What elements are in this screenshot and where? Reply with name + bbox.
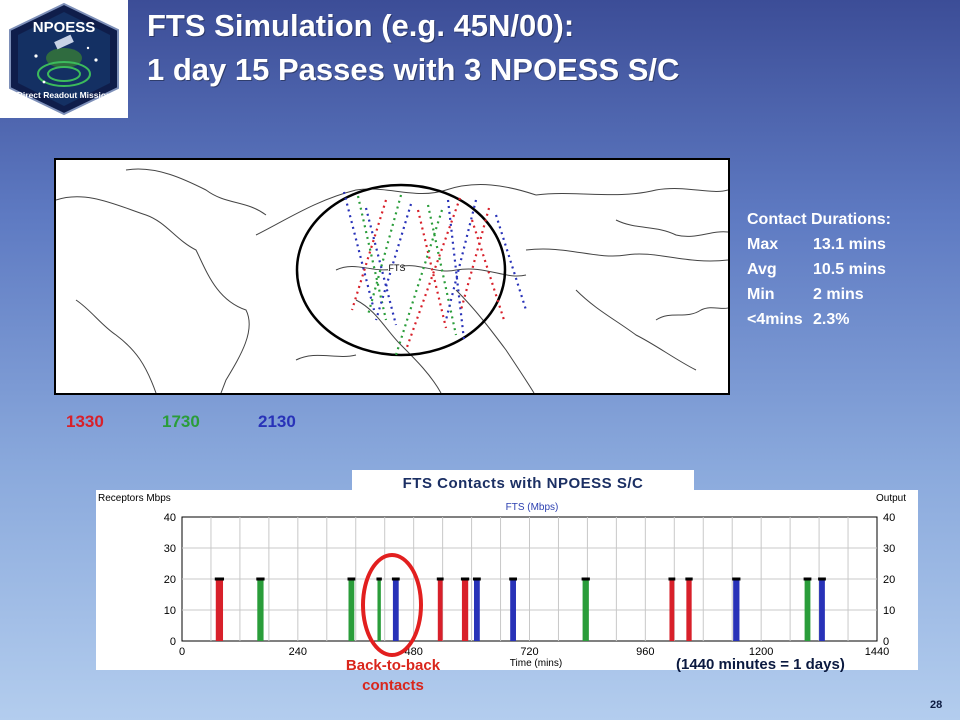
y-tick-label-right: 40 bbox=[883, 512, 895, 524]
chart-grid bbox=[181, 516, 878, 642]
contact-row-avg: Avg 10.5 mins bbox=[747, 257, 891, 282]
y-tick-label-right: 30 bbox=[883, 543, 895, 555]
contact-bar-cap bbox=[347, 577, 356, 581]
x-tick-label: 480 bbox=[404, 646, 422, 658]
y-tick-label-right: 0 bbox=[883, 636, 889, 648]
fts-contacts-chart: Receptors Mbps Output FTS (Mbps) Time (m… bbox=[96, 490, 918, 670]
contact-bar bbox=[510, 579, 516, 641]
contact-key: <4mins bbox=[747, 311, 803, 328]
contact-key: Avg bbox=[747, 261, 777, 278]
logo-ring-text: Direct Readout Mission bbox=[17, 90, 111, 100]
contact-bar-cap bbox=[256, 577, 265, 581]
world-map: FTS bbox=[56, 168, 728, 393]
contact-bar-cap bbox=[818, 577, 826, 581]
contact-bar bbox=[461, 579, 469, 641]
contact-bar bbox=[819, 579, 825, 641]
contact-bar bbox=[215, 579, 224, 641]
annotation-line-1: Back-to-back bbox=[345, 657, 441, 674]
chart-ylabel-right: Output bbox=[876, 493, 906, 504]
coastlines bbox=[56, 168, 728, 393]
contact-bar bbox=[804, 579, 811, 641]
back-to-back-highlight-circle bbox=[361, 553, 423, 657]
y-tick-label-left: 20 bbox=[164, 574, 176, 586]
contact-bar-cap bbox=[668, 577, 676, 581]
npoess-logo: NPOESS Direct Readout Mission bbox=[0, 0, 128, 118]
contact-bar-cap bbox=[460, 577, 470, 581]
ground-track-map: FTS bbox=[54, 158, 730, 395]
pass-time-1330: 1330 bbox=[66, 412, 104, 431]
back-to-back-annotation: Back-to-back contacts bbox=[318, 656, 468, 696]
contact-key: Max bbox=[747, 236, 779, 253]
x-tick-label: 720 bbox=[520, 646, 538, 658]
contact-value: 13.1 mins bbox=[813, 236, 886, 253]
title-line-1: FTS Simulation (e.g. 45N/00): bbox=[147, 8, 575, 43]
contact-bar-cap bbox=[436, 577, 444, 581]
chart-title: FTS Contacts with NPOESS S/C bbox=[352, 470, 694, 496]
contact-bar-cap bbox=[214, 577, 225, 581]
contact-bar-cap bbox=[685, 577, 693, 581]
contact-bar bbox=[348, 579, 355, 641]
contact-bar bbox=[686, 579, 692, 641]
chart-ylabel-left: Receptors Mbps bbox=[98, 493, 171, 504]
y-tick-label-left: 10 bbox=[164, 605, 176, 617]
chart-xlabel: Time (mins) bbox=[510, 658, 562, 669]
x-tick-label: 960 bbox=[636, 646, 654, 658]
contact-bar bbox=[582, 579, 589, 641]
contact-value: 2.3% bbox=[813, 311, 850, 328]
contact-row-max: Max 13.1 mins bbox=[747, 232, 891, 257]
ground-tracks bbox=[342, 191, 528, 356]
map-fts-label: FTS bbox=[389, 263, 406, 273]
contact-value: 2 mins bbox=[813, 286, 864, 303]
chart-bars bbox=[214, 577, 826, 641]
title-line-2: 1 day 15 Passes with 3 NPOESS S/C bbox=[147, 52, 680, 87]
x-tick-label: 240 bbox=[289, 646, 307, 658]
contact-bar bbox=[257, 579, 264, 641]
contact-key: Min bbox=[747, 286, 775, 303]
contact-bar bbox=[437, 579, 443, 641]
contact-bar-cap bbox=[581, 577, 590, 581]
contact-bar bbox=[733, 579, 740, 641]
contact-bar-cap bbox=[509, 577, 517, 581]
x-tick-label: 1440 bbox=[865, 646, 889, 658]
contact-chart-svg: Receptors Mbps Output FTS (Mbps) Time (m… bbox=[98, 493, 906, 669]
npoess-logo-emblem: NPOESS Direct Readout Mission bbox=[9, 2, 119, 116]
contact-bar-cap bbox=[803, 577, 812, 581]
pass-time-2130: 2130 bbox=[258, 412, 296, 431]
annotation-line-2: contacts bbox=[362, 677, 424, 694]
contact-row-under-4: <4mins 2.3% bbox=[747, 307, 891, 332]
x-tick-label: 0 bbox=[179, 646, 185, 658]
page-number: 28 bbox=[930, 699, 943, 711]
chart-series-title: FTS (Mbps) bbox=[506, 502, 559, 513]
pass-time-1730: 1730 bbox=[162, 412, 200, 431]
contact-value: 10.5 mins bbox=[813, 261, 886, 278]
page-title: FTS Simulation (e.g. 45N/00): 1 day 15 P… bbox=[147, 4, 947, 92]
x-tick-label: 1200 bbox=[749, 646, 773, 658]
logo-text: NPOESS bbox=[33, 19, 96, 36]
y-tick-label-right: 20 bbox=[883, 574, 895, 586]
y-tick-label-left: 0 bbox=[170, 636, 176, 648]
y-tick-label-left: 30 bbox=[164, 543, 176, 555]
y-tick-label-right: 10 bbox=[883, 605, 895, 617]
contact-row-min: Min 2 mins bbox=[747, 282, 891, 307]
y-tick-label-left: 40 bbox=[164, 512, 176, 524]
time-footnote: (1440 minutes = 1 days) bbox=[676, 656, 845, 673]
fts-coverage-circle bbox=[295, 183, 507, 357]
contact-bar-cap bbox=[732, 577, 741, 581]
contact-bar bbox=[473, 579, 480, 641]
contact-bar bbox=[669, 579, 675, 641]
contact-durations-heading: Contact Durations: bbox=[747, 211, 891, 228]
contact-durations-panel: Contact Durations: Max 13.1 mins Avg 10.… bbox=[747, 207, 891, 332]
contact-bar-cap bbox=[472, 577, 481, 581]
